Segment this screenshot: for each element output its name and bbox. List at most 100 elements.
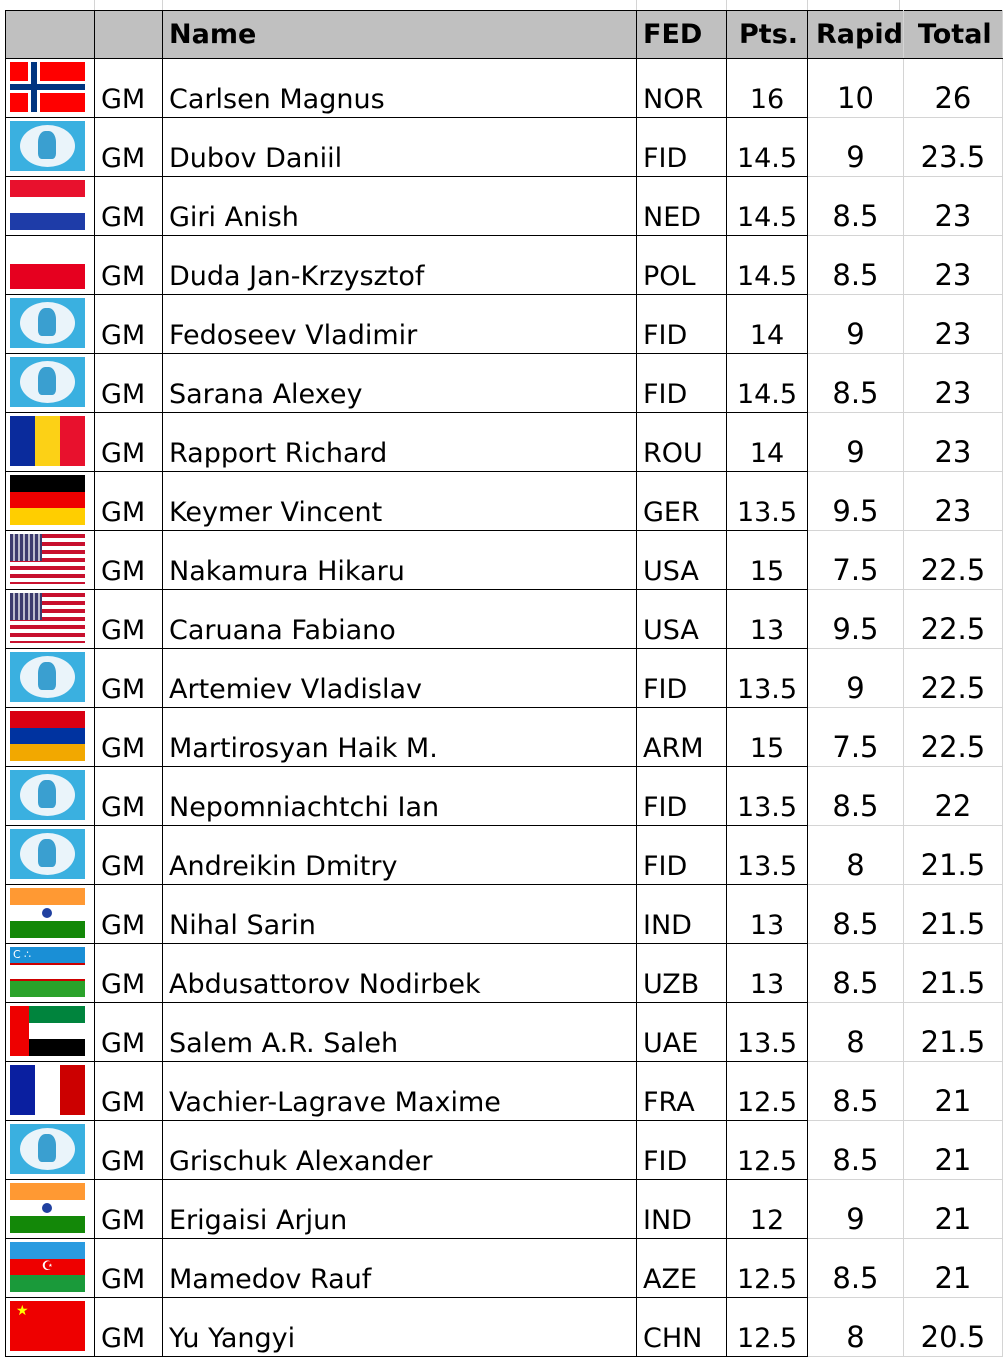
pts-cell[interactable]: 13.5 <box>726 648 808 708</box>
name-cell[interactable]: Carlsen Magnus <box>162 58 637 118</box>
rapid-cell[interactable]: 8.5 <box>807 176 904 236</box>
total-cell[interactable]: 21.5 <box>902 825 1003 885</box>
total-cell[interactable]: 23 <box>902 471 1003 531</box>
fed-cell[interactable]: USA <box>636 589 727 649</box>
name-cell[interactable]: Grischuk Alexander <box>162 1120 637 1180</box>
total-cell[interactable]: 21 <box>902 1179 1003 1239</box>
header-rapid[interactable]: Rapid <box>807 10 904 59</box>
title-cell[interactable]: GM <box>94 412 163 472</box>
rapid-cell[interactable]: 8.5 <box>807 1120 904 1180</box>
pts-cell[interactable]: 13.5 <box>726 766 808 826</box>
pts-cell[interactable]: 12.5 <box>726 1297 808 1357</box>
flag-cell[interactable] <box>5 353 95 413</box>
fed-cell[interactable]: GER <box>636 471 727 531</box>
fed-cell[interactable]: ARM <box>636 707 727 767</box>
rapid-cell[interactable]: 8.5 <box>807 235 904 295</box>
name-cell[interactable]: Keymer Vincent <box>162 471 637 531</box>
total-cell[interactable]: 20.5 <box>902 1297 1003 1357</box>
total-cell[interactable]: 21.5 <box>902 1002 1003 1062</box>
fed-cell[interactable]: FID <box>636 1120 727 1180</box>
total-cell[interactable]: 23 <box>902 294 1003 354</box>
title-cell[interactable]: GM <box>94 530 163 590</box>
name-cell[interactable]: Nihal Sarin <box>162 884 637 944</box>
title-cell[interactable]: GM <box>94 1002 163 1062</box>
pts-cell[interactable]: 15 <box>726 530 808 590</box>
fed-cell[interactable]: UAE <box>636 1002 727 1062</box>
pts-cell[interactable]: 13.5 <box>726 825 808 885</box>
total-cell[interactable]: 23.5 <box>902 117 1003 177</box>
rapid-cell[interactable]: 8.5 <box>807 766 904 826</box>
rapid-cell[interactable]: 8 <box>807 1002 904 1062</box>
total-cell[interactable]: 23 <box>902 176 1003 236</box>
rapid-cell[interactable]: 9 <box>807 1179 904 1239</box>
name-cell[interactable]: Abdusattorov Nodirbek <box>162 943 637 1003</box>
title-cell[interactable]: GM <box>94 766 163 826</box>
rapid-cell[interactable]: 8 <box>807 825 904 885</box>
name-cell[interactable]: Rapport Richard <box>162 412 637 472</box>
total-cell[interactable]: 22.5 <box>902 530 1003 590</box>
total-cell[interactable]: 22.5 <box>902 707 1003 767</box>
fed-cell[interactable]: IND <box>636 1179 727 1239</box>
name-cell[interactable]: Sarana Alexey <box>162 353 637 413</box>
flag-cell[interactable] <box>5 1061 95 1121</box>
flag-cell[interactable] <box>5 707 95 767</box>
pts-cell[interactable]: 14.5 <box>726 176 808 236</box>
total-cell[interactable]: 23 <box>902 353 1003 413</box>
total-cell[interactable]: 21.5 <box>902 884 1003 944</box>
rapid-cell[interactable]: 8.5 <box>807 1238 904 1298</box>
rapid-cell[interactable]: 7.5 <box>807 707 904 767</box>
name-cell[interactable]: Martirosyan Haik M. <box>162 707 637 767</box>
pts-cell[interactable]: 12.5 <box>726 1238 808 1298</box>
title-cell[interactable]: GM <box>94 1120 163 1180</box>
name-cell[interactable]: Caruana Fabiano <box>162 589 637 649</box>
flag-cell[interactable] <box>5 294 95 354</box>
title-cell[interactable]: GM <box>94 235 163 295</box>
total-cell[interactable]: 23 <box>902 412 1003 472</box>
fed-cell[interactable]: NOR <box>636 58 727 118</box>
fed-cell[interactable]: FID <box>636 353 727 413</box>
rapid-cell[interactable]: 8.5 <box>807 884 904 944</box>
name-cell[interactable]: Dubov Daniil <box>162 117 637 177</box>
fed-cell[interactable]: AZE <box>636 1238 727 1298</box>
fed-cell[interactable]: NED <box>636 176 727 236</box>
rapid-cell[interactable]: 9 <box>807 117 904 177</box>
flag-cell[interactable] <box>5 58 95 118</box>
flag-cell[interactable] <box>5 117 95 177</box>
flag-cell[interactable] <box>5 766 95 826</box>
pts-cell[interactable]: 15 <box>726 707 808 767</box>
name-cell[interactable]: Salem A.R. Saleh <box>162 1002 637 1062</box>
title-cell[interactable]: GM <box>94 648 163 708</box>
fed-cell[interactable]: FID <box>636 294 727 354</box>
title-cell[interactable]: GM <box>94 1179 163 1239</box>
fed-cell[interactable]: FID <box>636 648 727 708</box>
name-cell[interactable]: Nepomniachtchi Ian <box>162 766 637 826</box>
rapid-cell[interactable]: 8.5 <box>807 353 904 413</box>
rapid-cell[interactable]: 8.5 <box>807 1061 904 1121</box>
flag-cell[interactable] <box>5 1179 95 1239</box>
rapid-cell[interactable]: 9 <box>807 294 904 354</box>
flag-cell[interactable] <box>5 530 95 590</box>
title-cell[interactable]: GM <box>94 1238 163 1298</box>
pts-cell[interactable]: 14.5 <box>726 117 808 177</box>
fed-cell[interactable]: FID <box>636 825 727 885</box>
fed-cell[interactable]: UZB <box>636 943 727 1003</box>
pts-cell[interactable]: 13 <box>726 589 808 649</box>
rapid-cell[interactable]: 9 <box>807 412 904 472</box>
rapid-cell[interactable]: 8 <box>807 1297 904 1357</box>
pts-cell[interactable]: 13 <box>726 943 808 1003</box>
total-cell[interactable]: 21 <box>902 1120 1003 1180</box>
pts-cell[interactable]: 14 <box>726 412 808 472</box>
flag-cell[interactable]: ☪ <box>5 1238 95 1298</box>
name-cell[interactable]: Artemiev Vladislav <box>162 648 637 708</box>
fed-cell[interactable]: FID <box>636 117 727 177</box>
header-title[interactable] <box>94 10 163 59</box>
fed-cell[interactable]: ROU <box>636 412 727 472</box>
title-cell[interactable]: GM <box>94 589 163 649</box>
total-cell[interactable]: 21.5 <box>902 943 1003 1003</box>
flag-cell[interactable] <box>5 648 95 708</box>
flag-cell[interactable]: C ∴ <box>5 943 95 1003</box>
name-cell[interactable]: Yu Yangyi <box>162 1297 637 1357</box>
rapid-cell[interactable]: 10 <box>807 58 904 118</box>
name-cell[interactable]: Andreikin Dmitry <box>162 825 637 885</box>
pts-cell[interactable]: 14 <box>726 294 808 354</box>
